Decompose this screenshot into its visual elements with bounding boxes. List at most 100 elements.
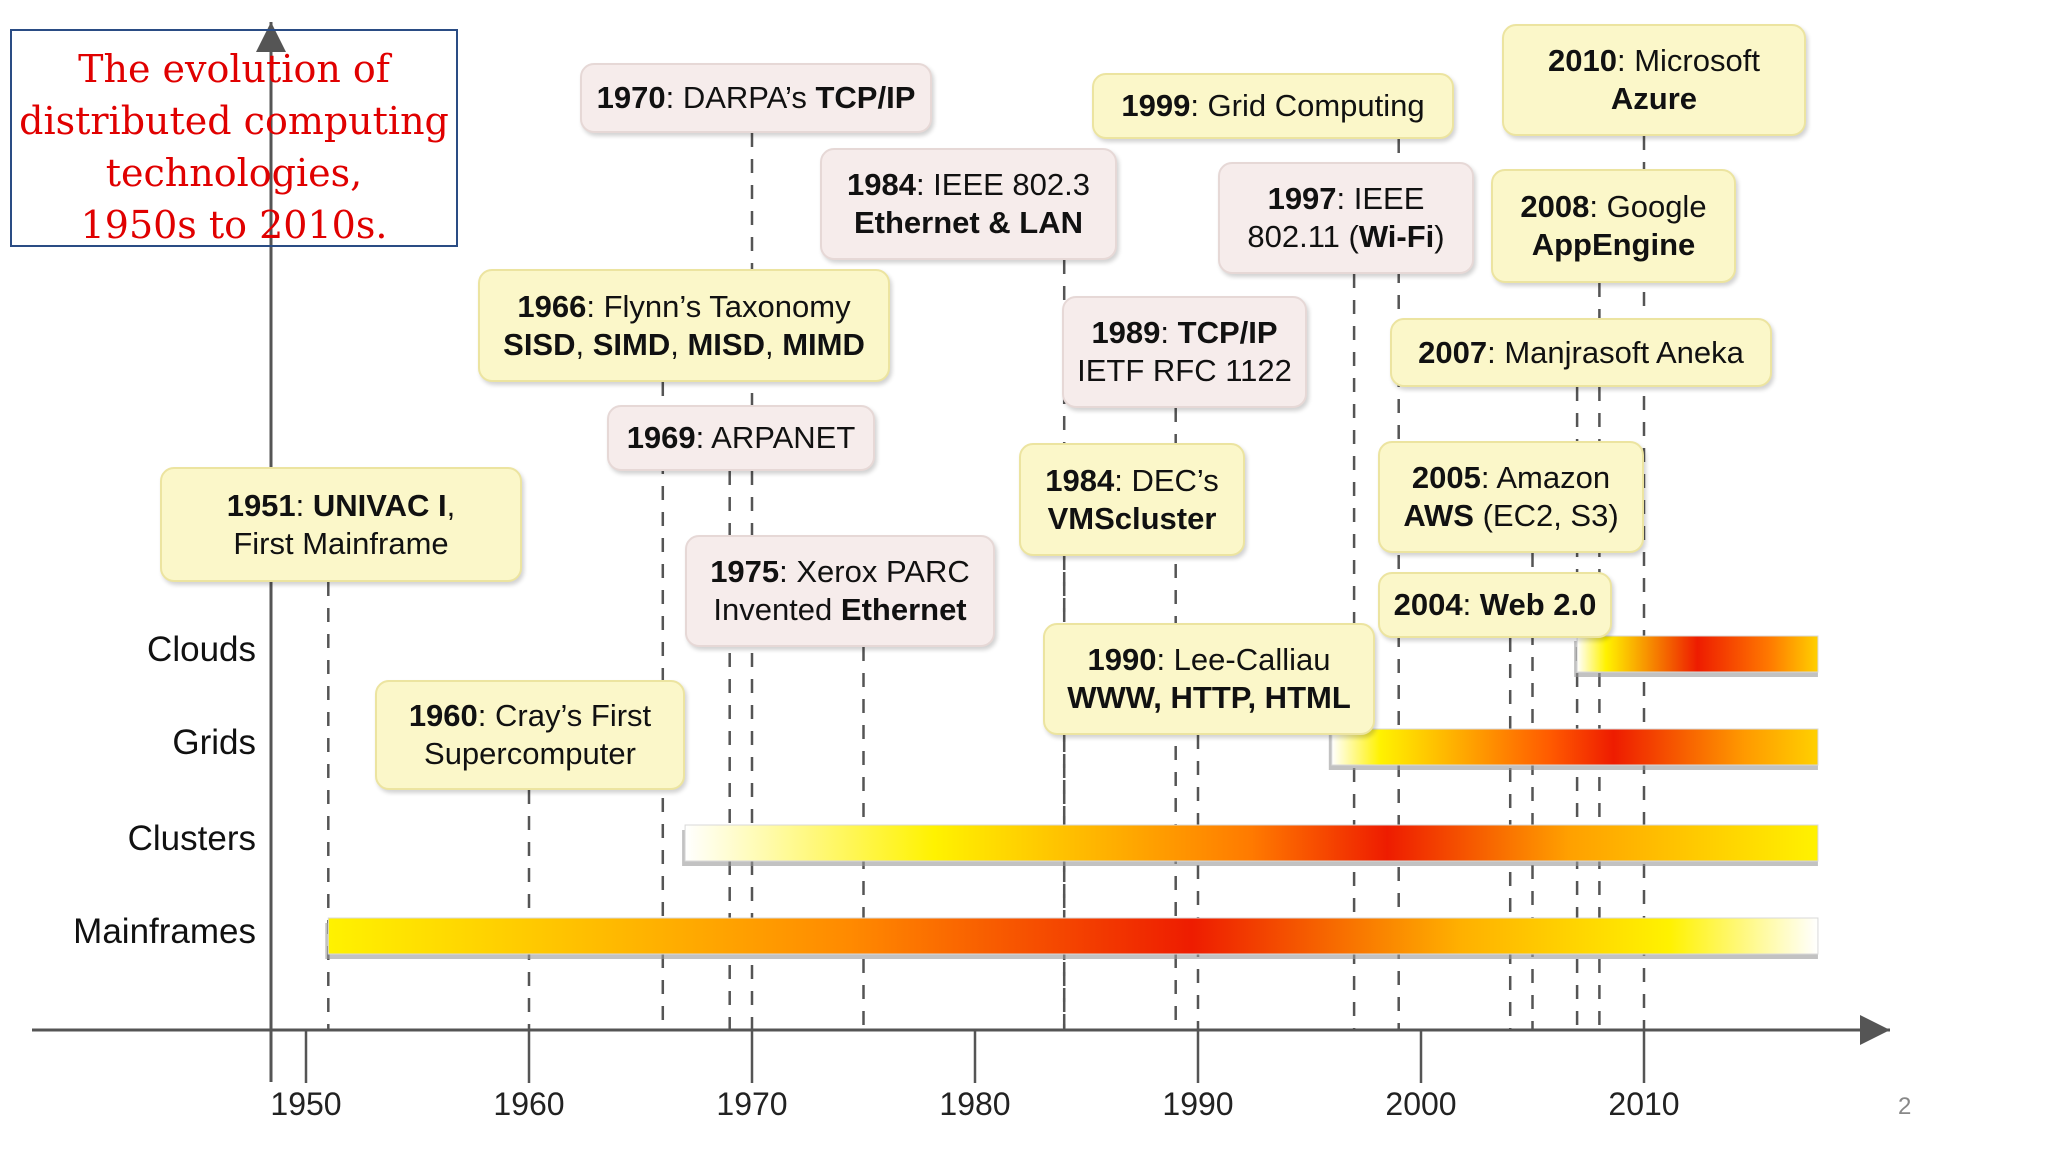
event-text: ) [1434,219,1445,254]
event-text: , [575,326,593,362]
event-text-bold: Wi-Fi [1358,219,1435,254]
event-text-bold: 1960 [408,698,478,733]
event-note-line: First Mainframe [233,525,448,563]
event-text: : IEEE [1336,181,1425,216]
row-label-grids: Grids [172,723,256,762]
event-text-bold: SISD [503,326,576,362]
event-text: , [446,487,456,523]
tick-label-1990: 1990 [1162,1086,1234,1122]
slide-title-line: technologies, [105,151,363,195]
event-note-1984: 1984: IEEE 802.3 Ethernet & LAN [820,148,1117,260]
event-text-bold: 1990 [1087,642,1157,677]
tick-label-2010: 2010 [1608,1086,1680,1122]
event-note-line: 1997: IEEE [1268,180,1425,218]
event-text-bold: 1966 [517,288,587,324]
event-text: : Lee-Calliau [1156,642,1331,677]
event-note-line: Supercomputer [424,735,636,773]
event-note-line: 1984: DEC’s [1045,462,1218,500]
slide-title-line: distributed computing [19,99,449,143]
event-text-bold: AWS [1403,498,1474,533]
event-note-line: 1966: Flynn’s Taxonomy [517,288,850,326]
event-note-1999: 1999: Grid Computing [1092,73,1454,139]
event-note-1960: 1960: Cray’s First Supercomputer [375,680,685,790]
event-text-bold: 1969 [626,420,696,455]
tick-label-2000: 2000 [1385,1086,1457,1122]
event-note-line: 2010: Microsoft [1548,42,1760,80]
era-bar-mainframes [327,917,1819,955]
event-text: , [764,326,783,362]
event-note-line: 1999: Grid Computing [1121,87,1424,125]
event-note-line: IETF RFC 1122 [1077,352,1292,390]
era-bars [325,635,1819,959]
row-label-clouds: Clouds [147,630,256,669]
event-note-1969: 1969: ARPANET [607,405,875,471]
event-note-2004: 2004: Web 2.0 [1378,572,1612,638]
event-text: : Manjrasoft Aneka [1487,334,1744,370]
tick-label-1950: 1950 [270,1086,342,1122]
event-text-bold: MIMD [782,326,865,362]
event-text: Supercomputer [424,736,636,771]
event-text: : DARPA’s [665,80,816,115]
slide-title-line: 1950s to 2010s. [80,203,388,247]
row-label-mainframes: Mainframes [73,912,256,951]
era-bar-clusters [684,824,1819,862]
event-text: : [1160,315,1178,350]
event-note-line: 1969: ARPANET [627,419,856,457]
event-text: : Cray’s First [477,698,652,733]
event-text: : IEEE 802.3 [915,167,1091,202]
event-text: : Grid Computing [1190,88,1425,123]
event-text-bold: 1975 [710,554,780,589]
event-text-bold: 1997 [1267,181,1337,216]
event-note-line: VMScluster [1048,500,1217,538]
event-note-line: 1960: Cray’s First [409,697,651,735]
tick-label-1980: 1980 [939,1086,1011,1122]
event-note-2008: 2008: Google AppEngine [1491,169,1736,283]
event-note-line: Azure [1611,80,1697,118]
event-note-1989: 1989: TCP/IP IETF RFC 1122 [1062,296,1307,408]
event-text: : Flynn’s Taxonomy [586,288,851,324]
event-text-bold: 1999 [1121,88,1191,123]
tick-label-1960: 1960 [493,1086,565,1122]
event-note-line: 2007: Manjrasoft Aneka [1418,334,1744,372]
event-text-bold: 1984 [846,167,916,202]
slide-title-line: The evolution of [78,47,390,91]
event-note-1975: 1975: Xerox PARC Invented Ethernet [685,535,995,647]
event-text-bold: TCP/IP [815,80,916,115]
event-note-line: Ethernet & LAN [854,204,1083,242]
event-text: First Mainframe [233,525,449,561]
era-bar-clouds [1576,635,1819,673]
event-text-bold: 2010 [1548,43,1617,78]
event-text: : Microsoft [1617,43,1760,78]
era-bar-grids [1331,728,1819,766]
event-note-1951: 1951: UNIVAC I, First Mainframe [160,467,522,582]
event-note-1997: 1997: IEEE 802.11 (Wi-Fi) [1218,162,1474,274]
event-text: : ARPANET [695,420,856,455]
event-note-1984: 1984: DEC’s VMScluster [1019,443,1245,556]
event-note-line: 1989: TCP/IP [1091,314,1277,352]
event-text-bold: 1951 [226,487,296,523]
event-text-bold: Web 2.0 [1479,587,1597,622]
event-text-bold: 2007 [1418,334,1488,370]
event-note-line: AppEngine [1532,226,1696,264]
event-text-bold: TCP/IP [1177,315,1278,350]
event-text-bold: UNIVAC I [312,487,447,523]
event-text: : Google [1589,189,1707,224]
event-note-2007: 2007: Manjrasoft Aneka [1390,318,1772,387]
event-note-line: Invented Ethernet [713,591,966,629]
event-text-bold: 1984 [1045,462,1115,498]
event-note-line: 2004: Web 2.0 [1394,586,1597,624]
tick-label-1970: 1970 [716,1086,788,1122]
event-note-1966: 1966: Flynn’s Taxonomy SISD, SIMD, MISD, … [478,269,890,382]
event-text-bold: 1970 [596,80,666,115]
event-note-line: 1970: DARPA’s TCP/IP [597,79,916,117]
event-text-bold: Azure [1610,81,1698,116]
event-note-line: WWW, HTTP, HTML [1067,679,1351,717]
event-note-1990: 1990: Lee-Calliau WWW, HTTP, HTML [1043,623,1375,735]
event-text-bold: VMScluster [1047,500,1217,536]
event-note-line: 1975: Xerox PARC [710,553,970,591]
event-text-bold: 2005 [1411,460,1481,495]
event-text: 802.11 ( [1247,219,1359,254]
event-text: IETF RFC 1122 [1077,353,1292,388]
event-note-line: 1951: UNIVAC I, [227,487,456,525]
